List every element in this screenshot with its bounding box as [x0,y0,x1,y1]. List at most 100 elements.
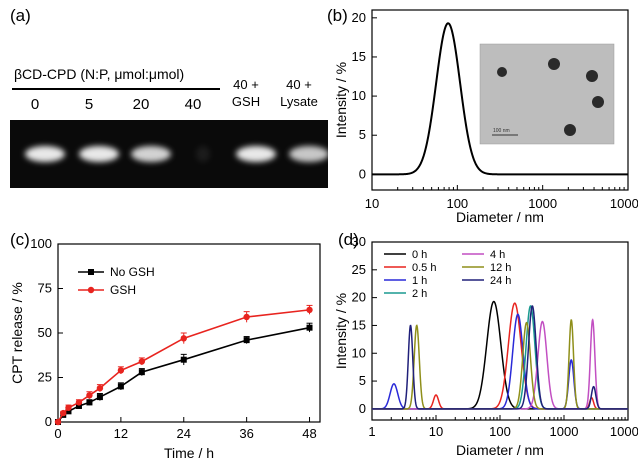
gel-lane-label-40-gsh-line1: 40 + [233,77,259,92]
chart-b-ylabel: Intensity / % [333,62,349,138]
chart-c-xtick-label-0: 0 [54,426,61,441]
chart-c-ytick-label-3: 75 [38,281,52,296]
chart-d-ytick-label-4: 20 [352,290,366,305]
chart-c-series-1-point-1 [60,409,67,417]
chart-b-xlabel: Diameter / nm [456,209,544,225]
chart-c-series-0-point-10 [306,324,313,331]
gel-lane-label-40-lysate: 40 + Lysate [274,76,324,110]
chart-d-legend-label-0: 0 h [412,249,427,261]
gel-band-0 [25,146,65,162]
chart-c-series-1-point-9 [243,313,250,321]
tem-particle-2 [586,70,598,82]
chart-d-legend-label-3: 2 h [412,288,427,300]
gel-lane-label-40: 40 [184,96,202,113]
chart-c-legend-marker-0 [88,269,94,275]
chart-b-ytick-label-0: 0 [359,166,366,181]
tem-inset-border [479,43,615,145]
gel-lane-label-40-gsh-line2: GSH [231,94,261,109]
chart-b-inset: 100 nm [479,43,615,145]
chart-c-series-0-point-2 [65,408,72,415]
chart-c: 0 12 24 36 48 0 25 50 75 100 No GSH GSH Time / h C… [9,236,321,460]
chart-c-series-1-line [57,309,310,423]
chart-d-ylabel: Intensity / % [333,293,349,369]
tem-scale-text: 100 nm [493,128,510,134]
gel-band-3 [196,146,210,162]
chart-d-xlabel: Diameter / nm [456,442,544,458]
tem-particle-1 [548,58,560,70]
chart-b-ytick-label-1: 5 [359,127,366,142]
chart-c-series-1-point-10 [306,306,313,314]
gel-lane-label-40-lysate-line1: 40 + [286,77,312,92]
chart-d-ytick-label-3: 15 [352,317,366,332]
chart-d-ytick-label-2: 10 [352,345,366,360]
chart-c-series-1-point-2 [65,404,72,411]
chart-c-legend-marker-1 [87,286,95,294]
chart-d-legend-label-6: 24 h [490,275,511,287]
gel-band-1 [79,146,119,162]
tem-particle-0 [497,67,507,77]
chart-c-ytick-label-0: 0 [45,414,52,429]
chart-b-ytick-label-3: 15 [352,49,366,64]
gel-band-2 [131,146,171,162]
chart-b-xtick-label-1: 100 [446,196,468,211]
tem-particle-3 [592,96,604,108]
chart-c-series-1-point-7 [138,358,146,365]
chart-d-ytick-label-0: 0 [359,401,366,416]
chart-c-series-1-point-3 [75,399,83,406]
chart-d-legend-label-5: 12 h [490,262,511,274]
chart-b-series-line [372,22,628,176]
chart-d-series-6-line [372,305,628,410]
chart-b-xtick-label-0: 10 [365,196,379,211]
chart-b-xtick-label-2: 1000 [528,196,557,211]
chart-c-ylabel: CPT release / % [9,282,25,384]
chart-c-series-1-point-6 [117,367,125,374]
chart-d-xtick-label-1: 10 [429,424,443,439]
panel-label-c: (c) [10,230,30,249]
gel-lane-label-5: 5 [84,96,94,113]
chart-d-ytick-label-1: 5 [359,373,366,388]
tem-particle-4 [564,124,576,136]
chart-d-ytick-label-5: 25 [352,262,366,277]
panel-label-d: (d) [338,230,359,249]
tem-inset-image [480,44,614,144]
chart-c-legend-label-1: GSH [110,283,136,297]
chart-c-xtick-label-3: 36 [239,426,253,441]
gel-header: βCD-CPD (N:P, μmol:μmol) [14,66,185,82]
chart-c-series-0-point-8 [180,356,187,363]
chart-b-frame [371,9,629,191]
chart-d-ytick-label-6: 30 [352,234,366,249]
gel-lane-label-20: 20 [132,96,150,113]
chart-c-ytick-label-4: 100 [30,236,52,251]
chart-c-series-0-point-9 [243,337,250,344]
gel-image [10,120,329,188]
chart-d-xtick-label-3: 1000 [550,424,579,439]
chart-c-xlabel: Time / h [164,445,214,460]
chart-c-series-0-point-6 [117,383,124,390]
chart-c-series-0-point-5 [96,394,103,401]
panel-label-a: (a) [10,6,31,25]
chart-c-series-0-point-4 [86,399,93,406]
chart-b-ytick-label-4: 20 [352,10,366,25]
gel-lane-label-40-gsh: 40 + GSH [226,76,266,110]
chart-d-legend-label-1: 0.5 h [412,262,436,274]
chart-d-series-0-line [372,300,628,410]
chart-c-series-1-point-5 [96,384,104,392]
chart-c-series-1-point-4 [86,392,93,399]
chart-d-xtick-label-2: 100 [489,424,511,439]
chart-c-series-0-point-7 [138,369,145,376]
gel-lane-label-40-lysate-line2: Lysate [280,94,318,109]
gel-header-underline [12,88,220,90]
chart-c-series-1-point-0 [54,418,62,426]
panel-label-b: (b) [327,6,348,25]
chart-c-series-1-point-8 [180,335,187,342]
chart-c-ytick-label-2: 50 [38,325,52,340]
chart-c-series-0-point-3 [75,402,82,409]
chart-d-legend-label-4: 4 h [490,249,505,261]
chart-b-ytick-label-2: 10 [352,88,366,103]
chart-d-legend-label-2: 1 h [412,275,427,287]
gel-bands [25,146,329,162]
chart-c-xtick-label-2: 24 [177,426,191,441]
